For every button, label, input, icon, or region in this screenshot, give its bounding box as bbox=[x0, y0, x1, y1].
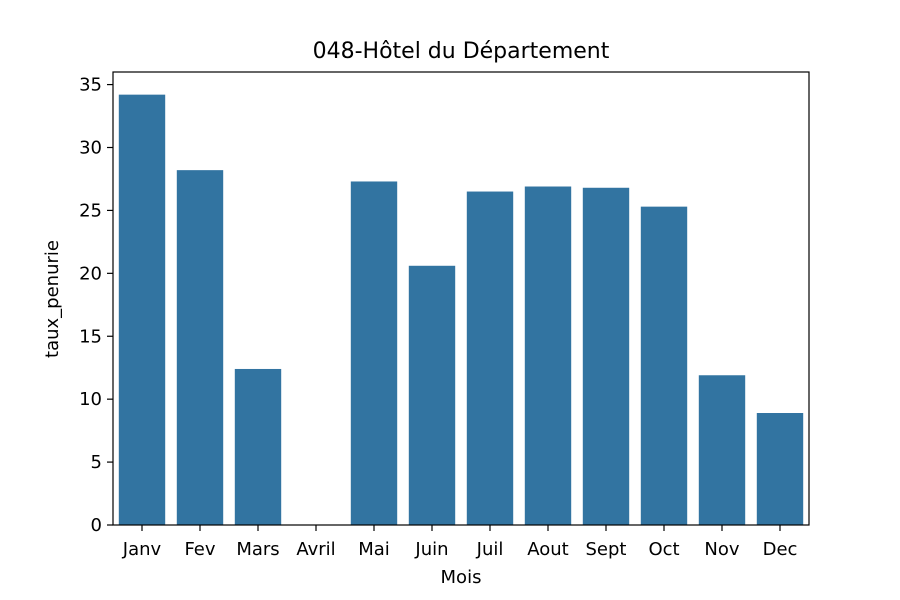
bar-fev bbox=[176, 170, 224, 525]
x-axis-label: Mois bbox=[441, 567, 482, 588]
y-tick-label: 20 bbox=[79, 263, 102, 284]
x-tick-label: Sept bbox=[586, 539, 627, 560]
x-tick-label: Juil bbox=[476, 539, 504, 560]
y-tick-label: 5 bbox=[91, 452, 102, 473]
x-axis-ticks: Janv Fev Mars Avril Mai Juin Juil Aout Sept Oct No… bbox=[122, 525, 798, 560]
y-tick-label: 10 bbox=[79, 389, 102, 410]
y-tick-label: 0 bbox=[91, 515, 102, 536]
x-tick-label: Oct bbox=[648, 539, 679, 560]
plot-frame bbox=[112, 71, 810, 526]
x-tick-label: Juin bbox=[414, 539, 448, 560]
x-tick-label: Aout bbox=[527, 539, 568, 560]
bar-mars bbox=[234, 368, 282, 525]
bars-group bbox=[118, 94, 804, 526]
x-tick-label: Avril bbox=[296, 539, 335, 560]
x-tick-label: Mai bbox=[358, 539, 390, 560]
x-tick-label: Mars bbox=[236, 539, 279, 560]
y-tick-label: 35 bbox=[79, 75, 102, 96]
x-tick-label: Nov bbox=[704, 539, 739, 560]
y-axis-label: taux_penurie bbox=[42, 240, 63, 358]
bar-janv bbox=[118, 94, 166, 526]
bar-juil bbox=[466, 191, 514, 525]
bar-nov bbox=[698, 375, 746, 525]
bar-oct bbox=[640, 206, 688, 525]
bar-dec bbox=[756, 413, 804, 525]
y-tick-label: 15 bbox=[79, 326, 102, 347]
bar-mai bbox=[350, 181, 398, 525]
x-tick-label: Fev bbox=[184, 539, 215, 560]
x-tick-label: Janv bbox=[122, 539, 162, 560]
y-tick-label: 30 bbox=[79, 138, 102, 159]
bar-sept bbox=[582, 187, 630, 525]
x-tick-label: Dec bbox=[763, 539, 798, 560]
y-tick-label: 25 bbox=[79, 200, 102, 221]
y-axis-ticks: 0 5 10 15 20 25 30 35 bbox=[79, 75, 113, 536]
chart-title: 048-Hôtel du Département bbox=[313, 39, 610, 64]
bar-aout bbox=[524, 186, 572, 525]
bar-juin bbox=[408, 265, 456, 525]
